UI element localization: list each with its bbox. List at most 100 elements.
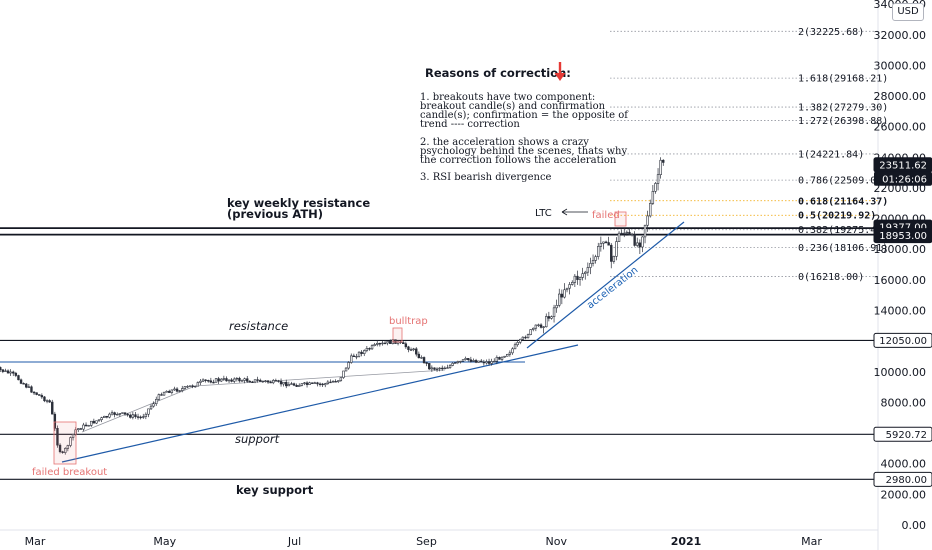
fib-level-label: 0.618(21164.37) xyxy=(798,196,888,207)
candle-body xyxy=(617,232,621,242)
candle-body xyxy=(633,234,636,246)
candle-body xyxy=(186,386,189,388)
failed-breakout-label: failed breakout xyxy=(32,467,107,478)
candle-body xyxy=(576,275,579,280)
failed-breakout-box[interactable] xyxy=(53,421,77,465)
candle-body xyxy=(173,388,176,391)
candle-body xyxy=(368,348,371,350)
candle-body xyxy=(277,380,280,382)
price-axis-labels[interactable]: 19377.0018953.0012050.005920.722980.0023… xyxy=(873,157,932,487)
candle-body xyxy=(581,273,584,278)
candle-body xyxy=(269,381,272,384)
level-price-label-box[interactable] xyxy=(873,426,932,442)
candle-body xyxy=(425,362,428,364)
time-tick-label: Mar xyxy=(801,535,822,548)
candle-body xyxy=(568,284,571,289)
candle-body xyxy=(376,343,379,345)
candle-body xyxy=(27,386,31,388)
candle-body xyxy=(347,362,350,369)
gray-trendline-1[interactable] xyxy=(81,385,196,433)
candle-body xyxy=(451,362,454,366)
candle-body xyxy=(339,377,343,381)
candle-body xyxy=(342,370,345,378)
candle-body xyxy=(155,399,158,405)
candle-body xyxy=(404,343,408,348)
candle-body xyxy=(282,381,285,385)
bulltrap-box[interactable] xyxy=(392,327,403,343)
candle-body xyxy=(77,428,80,431)
candle-body xyxy=(45,400,49,402)
acceleration-trendline[interactable] xyxy=(526,221,685,349)
candle-body xyxy=(139,416,142,419)
candle-body xyxy=(487,361,491,364)
candle-body xyxy=(64,448,67,453)
candle-body xyxy=(597,246,600,257)
candle-body xyxy=(108,413,111,418)
price-tick-label: 10000.00 xyxy=(874,366,927,379)
candle-body xyxy=(534,324,538,329)
candle-body xyxy=(464,358,467,360)
candle-body xyxy=(290,383,293,385)
fib-level-label: 0.786(22509.02) xyxy=(798,176,888,187)
candle-body xyxy=(630,234,634,236)
candle-body xyxy=(318,383,322,385)
candle-body xyxy=(82,424,85,430)
candle-body xyxy=(66,445,70,449)
candle-body xyxy=(560,293,564,298)
gray-trendline-2[interactable] xyxy=(194,369,446,387)
candle-body xyxy=(360,351,363,354)
candle-body xyxy=(381,342,384,345)
candle-body xyxy=(662,159,665,163)
candle-body xyxy=(105,415,109,418)
candle-body xyxy=(519,338,522,343)
candle-body xyxy=(30,386,33,393)
ltc-arrow-icon xyxy=(561,208,588,216)
candle-body xyxy=(477,360,480,363)
candle-body xyxy=(43,396,46,402)
candle-body xyxy=(38,394,41,396)
time-tick-label: Mar xyxy=(25,535,46,548)
candle-body xyxy=(183,386,187,389)
candle-body xyxy=(316,382,319,385)
candle-body xyxy=(178,390,181,392)
candle-body xyxy=(448,365,452,368)
failed-box[interactable] xyxy=(614,211,627,227)
candle-body xyxy=(113,412,116,415)
trendlines[interactable] xyxy=(0,221,685,463)
candle-body xyxy=(500,356,504,360)
candle-body xyxy=(516,342,519,346)
currency-selector-button[interactable]: USD xyxy=(892,3,924,21)
time-tick-label: May xyxy=(153,535,176,548)
reason-1-text: 1. breakouts have two component: breakou… xyxy=(420,92,631,130)
candle-body xyxy=(259,379,262,382)
candle-body xyxy=(256,379,259,381)
candle-body xyxy=(274,380,278,382)
level-price-label-box[interactable] xyxy=(873,471,932,487)
support-trendline[interactable] xyxy=(61,344,579,463)
candle-body xyxy=(659,159,662,175)
fibonacci-extension[interactable]: 2(32225.68) 1.618(29168.21) 1.382(27279.30… xyxy=(610,27,888,283)
fib-level-label: 1.618(29168.21) xyxy=(798,74,888,85)
candle-body xyxy=(97,419,101,422)
candle-body xyxy=(565,287,569,291)
candle-body xyxy=(305,382,309,385)
time-axis-ticks: Mar May Jul Sep Nov 2021 Mar xyxy=(25,535,823,548)
candle-body xyxy=(472,360,475,362)
horizontal-levels[interactable] xyxy=(0,227,878,480)
price-axis-area[interactable] xyxy=(878,0,932,550)
candle-body xyxy=(300,383,304,386)
candle-body xyxy=(615,241,618,257)
candle-body xyxy=(350,355,353,363)
candle-body xyxy=(25,383,28,388)
price-tick-label: 26000.00 xyxy=(874,121,927,134)
candle-body xyxy=(233,378,236,382)
candle-body xyxy=(480,360,483,363)
level-price-label-box[interactable] xyxy=(873,228,932,244)
candle-body xyxy=(620,232,623,235)
candle-body xyxy=(152,403,155,407)
candle-body xyxy=(337,380,340,382)
level-price-label-box[interactable] xyxy=(873,332,932,348)
candle-body xyxy=(469,359,473,362)
candle-body xyxy=(4,370,7,372)
